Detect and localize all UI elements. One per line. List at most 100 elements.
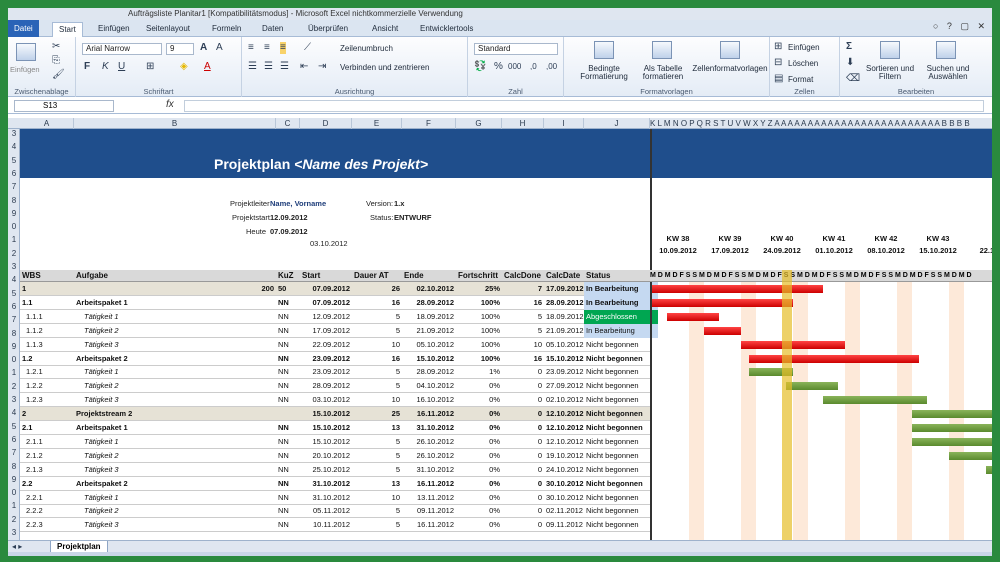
row-number[interactable]: 2: [11, 381, 17, 391]
cell-task[interactable]: Tätigkeit 3: [84, 520, 119, 530]
tab-insert[interactable]: Einfügen: [98, 24, 130, 33]
cell-cdate[interactable]: 12.10.2012: [546, 423, 584, 432]
row-number[interactable]: 5: [11, 421, 17, 431]
header-duration[interactable]: Dauer AT: [354, 271, 389, 280]
cell-wbs[interactable]: 1.2.1: [26, 367, 43, 377]
cell-cdate[interactable]: 30.10.2012: [546, 492, 584, 502]
align-right-icon[interactable]: ☰: [280, 61, 289, 72]
cell-cdate[interactable]: 19.10.2012: [546, 450, 584, 460]
cell-task[interactable]: Tätigkeit 3: [84, 464, 119, 474]
status-cell[interactable]: Nicht begonnen: [586, 492, 639, 502]
cell-done[interactable]: 0: [537, 492, 542, 502]
row-number[interactable]: 8: [11, 461, 17, 471]
cell-cdate[interactable]: 28.09.2012: [546, 297, 584, 307]
cell-task[interactable]: Tätigkeit 1: [84, 492, 119, 502]
status-cell[interactable]: Nicht begonnen: [586, 381, 639, 391]
table-row[interactable]: 2.1 Arbeitspaket 1 NN 15.10.2012 13 31.10.201…: [20, 421, 650, 435]
col-header-j[interactable]: J: [584, 118, 650, 129]
cell-ende[interactable]: 21.09.2012: [416, 325, 454, 335]
format-cells-icon[interactable]: ▤: [774, 73, 784, 84]
fill-color-icon[interactable]: ◈: [180, 61, 188, 72]
align-center-icon[interactable]: ☰: [264, 61, 273, 72]
cell-start[interactable]: 12.09.2012: [312, 311, 350, 321]
col-header-d[interactable]: D: [300, 118, 352, 129]
cell-aux[interactable]: 200: [261, 284, 274, 293]
currency-icon[interactable]: 💱: [474, 61, 487, 72]
row-number[interactable]: 6: [11, 301, 17, 311]
cell-kuz[interactable]: NN: [278, 325, 289, 335]
cell-dauer[interactable]: 5: [395, 506, 400, 516]
table-row[interactable]: 1.1.1 Tätigkeit 1 NN 12.09.2012 5 18.09.2012 1…: [20, 309, 658, 324]
table-row[interactable]: 2 Projektstream 2 15.10.2012 25 16.11.2012 0%…: [20, 407, 650, 422]
conditional-format-icon[interactable]: [594, 41, 614, 59]
cell-task[interactable]: Tätigkeit 1: [84, 367, 119, 377]
cell-wbs[interactable]: 1.1.3: [26, 339, 43, 349]
autosum-icon[interactable]: Σ: [846, 41, 853, 52]
gantt-bar[interactable]: [652, 285, 823, 293]
table-row[interactable]: 1.1 Arbeitspaket 1 NN 07.09.2012 16 28.09.201…: [20, 295, 658, 310]
sheet-nav-icon[interactable]: ◂ ▸: [12, 542, 23, 551]
row-number[interactable]: 2: [11, 514, 17, 524]
paste-icon[interactable]: [16, 43, 36, 61]
cell-wbs[interactable]: 1.1.2: [26, 325, 43, 335]
status-cell[interactable]: In Bearbeitung: [584, 295, 658, 310]
cell-styles-icon[interactable]: [720, 41, 740, 59]
number-format-combo[interactable]: Standard: [474, 43, 558, 55]
row-number[interactable]: 1: [11, 501, 17, 511]
cell-cdate[interactable]: 02.11.2012: [546, 506, 583, 516]
cell-start[interactable]: 10.11.2012: [313, 520, 350, 530]
row-number[interactable]: 0: [11, 488, 17, 498]
cell-start[interactable]: 15.10.2012: [312, 409, 350, 419]
increase-decimal-icon[interactable]: ,0: [530, 62, 537, 71]
row-number[interactable]: 0: [11, 355, 17, 365]
cell-kuz[interactable]: NN: [278, 423, 289, 432]
cell-wbs[interactable]: 2.1.1: [26, 436, 43, 446]
cell-wbs[interactable]: 1.2.2: [26, 381, 43, 391]
cell-done[interactable]: 0: [537, 450, 542, 460]
table-row[interactable]: 2.1.1 Tätigkeit 1 NN 15.10.2012 5 26.10.2012 0…: [20, 435, 650, 449]
cell-kuz[interactable]: NN: [278, 464, 289, 474]
cell-kuz[interactable]: NN: [278, 450, 289, 460]
cell-fort[interactable]: 0%: [489, 492, 500, 502]
cell-task[interactable]: Arbeitspaket 1: [76, 297, 128, 307]
header-kuz[interactable]: KuZ: [278, 271, 294, 280]
font-name-combo[interactable]: Arial Narrow: [82, 43, 162, 55]
table-row[interactable]: 2.1.3 Tätigkeit 3 NN 25.10.2012 5 31.10.2012 0…: [20, 463, 650, 477]
percent-icon[interactable]: %: [494, 61, 503, 72]
cell-wbs[interactable]: 1.2.3: [26, 395, 43, 405]
row-number[interactable]: 4: [11, 142, 17, 152]
cell-cdate[interactable]: 17.09.2012: [546, 284, 584, 293]
cell-done[interactable]: 16: [533, 297, 542, 307]
increase-indent-icon[interactable]: ⇥: [318, 61, 327, 72]
cell-ende[interactable]: 09.11.2012: [417, 506, 454, 516]
bold-icon[interactable]: F: [84, 61, 91, 72]
status-cell[interactable]: Nicht begonnen: [586, 506, 639, 516]
cell-ende[interactable]: 16.10.2012: [416, 395, 454, 405]
cell-fort[interactable]: 0%: [489, 450, 500, 460]
find-select-icon[interactable]: [936, 41, 956, 59]
cell-cdate[interactable]: 02.10.2012: [546, 395, 584, 405]
row-number[interactable]: 9: [11, 341, 17, 351]
cell-cdate[interactable]: 12.10.2012: [546, 409, 584, 419]
col-header-c[interactable]: C: [276, 118, 300, 129]
row-number[interactable]: 4: [11, 408, 17, 418]
align-middle-icon[interactable]: ≡: [264, 42, 270, 53]
cell-dauer[interactable]: 5: [395, 520, 400, 530]
row-number[interactable]: 3: [11, 395, 17, 404]
cell-kuz[interactable]: NN: [278, 395, 289, 405]
status-cell[interactable]: Nicht begonnen: [586, 436, 639, 446]
header-calcdone[interactable]: CalcDone: [504, 271, 541, 280]
cell-start[interactable]: 28.09.2012: [312, 381, 350, 391]
cell-dauer[interactable]: 10: [391, 492, 400, 502]
table-row[interactable]: 2.2.1 Tätigkeit 1 NN 31.10.2012 10 13.11.2012…: [20, 491, 650, 505]
cell-start[interactable]: 15.10.2012: [312, 423, 350, 432]
gantt-bar[interactable]: [741, 340, 846, 349]
name-box[interactable]: S13: [14, 100, 114, 112]
copy-icon[interactable]: ⎘: [52, 55, 60, 66]
col-header-e[interactable]: E: [352, 118, 402, 129]
cell-done[interactable]: 0: [537, 423, 542, 432]
cell-task[interactable]: Tätigkeit 3: [84, 339, 119, 349]
header-start[interactable]: Start: [302, 271, 321, 280]
row-number[interactable]: 2: [11, 248, 17, 258]
cell-fort[interactable]: 100%: [480, 325, 500, 335]
